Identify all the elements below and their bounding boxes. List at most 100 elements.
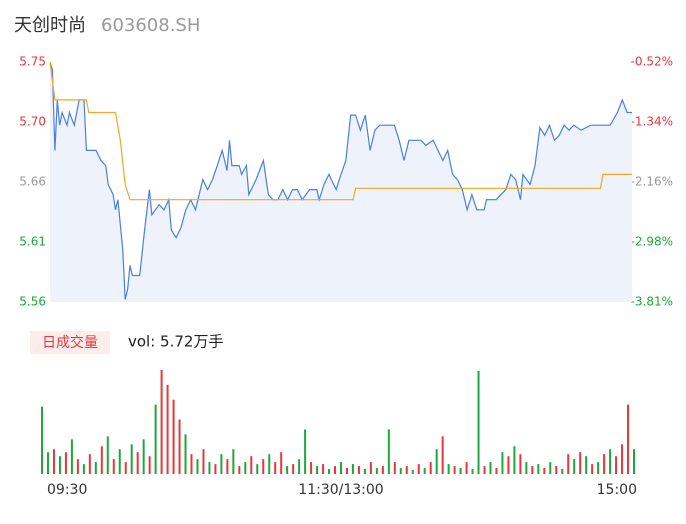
volume-bar <box>591 464 594 474</box>
volume-bar <box>310 462 313 474</box>
volume-bar <box>459 468 462 474</box>
volume-bar <box>238 466 241 474</box>
volume-bar <box>292 464 295 474</box>
volume-bar <box>549 462 552 474</box>
volume-bar <box>495 468 498 474</box>
volume-bar <box>172 399 175 474</box>
volume-bar <box>184 434 187 474</box>
volume-bar <box>268 454 271 474</box>
volume-bar <box>579 452 582 474</box>
volume-bar <box>316 466 319 474</box>
volume-bar <box>429 462 432 474</box>
volume-bar <box>334 466 337 474</box>
x-tick-label: 11:30/13:00 <box>298 482 383 498</box>
volume-bar <box>483 466 486 474</box>
volume-bar <box>573 459 576 474</box>
volume-bar <box>112 459 115 474</box>
volume-bar <box>178 419 181 474</box>
volume-bar <box>214 464 217 474</box>
volume-bar <box>627 404 630 474</box>
volume-bar <box>393 462 396 474</box>
volume-bar <box>597 462 600 474</box>
volume-bar <box>615 456 618 474</box>
volume-bar <box>106 436 109 474</box>
volume-bar <box>100 446 103 474</box>
volume-bar <box>64 452 67 474</box>
volume-bar <box>447 464 450 474</box>
volume-bar <box>471 469 474 474</box>
volume-bar <box>405 466 408 474</box>
chart-title: 天创时尚 <box>14 15 86 36</box>
volume-bar <box>537 464 540 474</box>
average-line <box>49 61 632 201</box>
volume-bar <box>160 369 163 474</box>
volume-bar <box>208 462 211 474</box>
volume-bar <box>82 464 85 474</box>
volume-bar <box>339 462 342 474</box>
y-tick-label: 5.61 <box>19 235 46 249</box>
volume-bar <box>142 439 145 474</box>
volume-bar <box>357 466 360 474</box>
volume-bar <box>477 370 480 474</box>
volume-bar <box>328 469 331 474</box>
volume-bar <box>220 454 223 474</box>
volume-bar <box>130 444 133 474</box>
volume-bar <box>507 456 510 474</box>
volume-bar <box>609 449 612 474</box>
volume-bar <box>166 384 169 474</box>
x-tick-label: 15:00 <box>597 482 637 498</box>
volume-bar <box>202 449 205 474</box>
volume-bar <box>46 452 49 474</box>
volume-bar <box>399 468 402 474</box>
volume-bar <box>70 439 73 474</box>
volume-bar <box>41 406 43 474</box>
volume-bar <box>118 449 121 474</box>
volume-bar <box>94 462 97 474</box>
volume-bar <box>154 404 157 474</box>
volume-bar <box>363 469 366 474</box>
volume-bar <box>513 446 516 474</box>
volume-bar <box>136 452 139 474</box>
volume-bar <box>543 468 546 474</box>
volume-bar <box>375 468 378 474</box>
volume-bar <box>453 466 456 474</box>
legend-box <box>30 331 110 354</box>
volume-bar <box>501 452 504 474</box>
volume-bar <box>435 449 438 474</box>
volume-bar <box>561 469 564 474</box>
volume-bar <box>196 459 199 474</box>
volume-bar <box>250 456 253 474</box>
y2-tick-label: -2.98% <box>631 235 673 249</box>
volume-bar <box>58 456 61 474</box>
chart-subtitle: 603608.SH <box>101 15 200 36</box>
volume-bar <box>555 466 558 474</box>
volume-bar <box>585 456 588 474</box>
volume-bar <box>52 449 55 474</box>
volume-bar <box>525 462 528 474</box>
y2-tick-label: -0.52% <box>631 55 673 69</box>
y2-tick-label: -1.34% <box>631 115 673 129</box>
price-line <box>49 61 632 300</box>
y-tick-label: 5.66 <box>19 175 46 189</box>
volume-label: vol: 5.72万手 <box>128 333 223 351</box>
x-tick-label: 09:30 <box>47 482 87 498</box>
y-tick-label: 5.56 <box>19 295 46 309</box>
volume-bar <box>262 459 265 474</box>
volume-bar <box>88 454 91 474</box>
volume-bar <box>369 462 372 474</box>
y2-tick-label: -3.81% <box>631 295 673 309</box>
volume-bar <box>567 454 570 474</box>
legend-label: 日成交量 <box>42 334 98 351</box>
volume-bar <box>286 466 289 474</box>
volume-bar <box>244 462 247 474</box>
volume-bar <box>256 464 259 474</box>
volume-bar <box>274 462 277 474</box>
volume-bar <box>148 456 151 474</box>
volume-bar <box>603 454 606 474</box>
price-area <box>50 62 632 302</box>
volume-bar <box>232 449 235 474</box>
volume-bar <box>322 464 325 474</box>
volume-bar <box>226 459 229 474</box>
volume-bar <box>124 462 127 474</box>
